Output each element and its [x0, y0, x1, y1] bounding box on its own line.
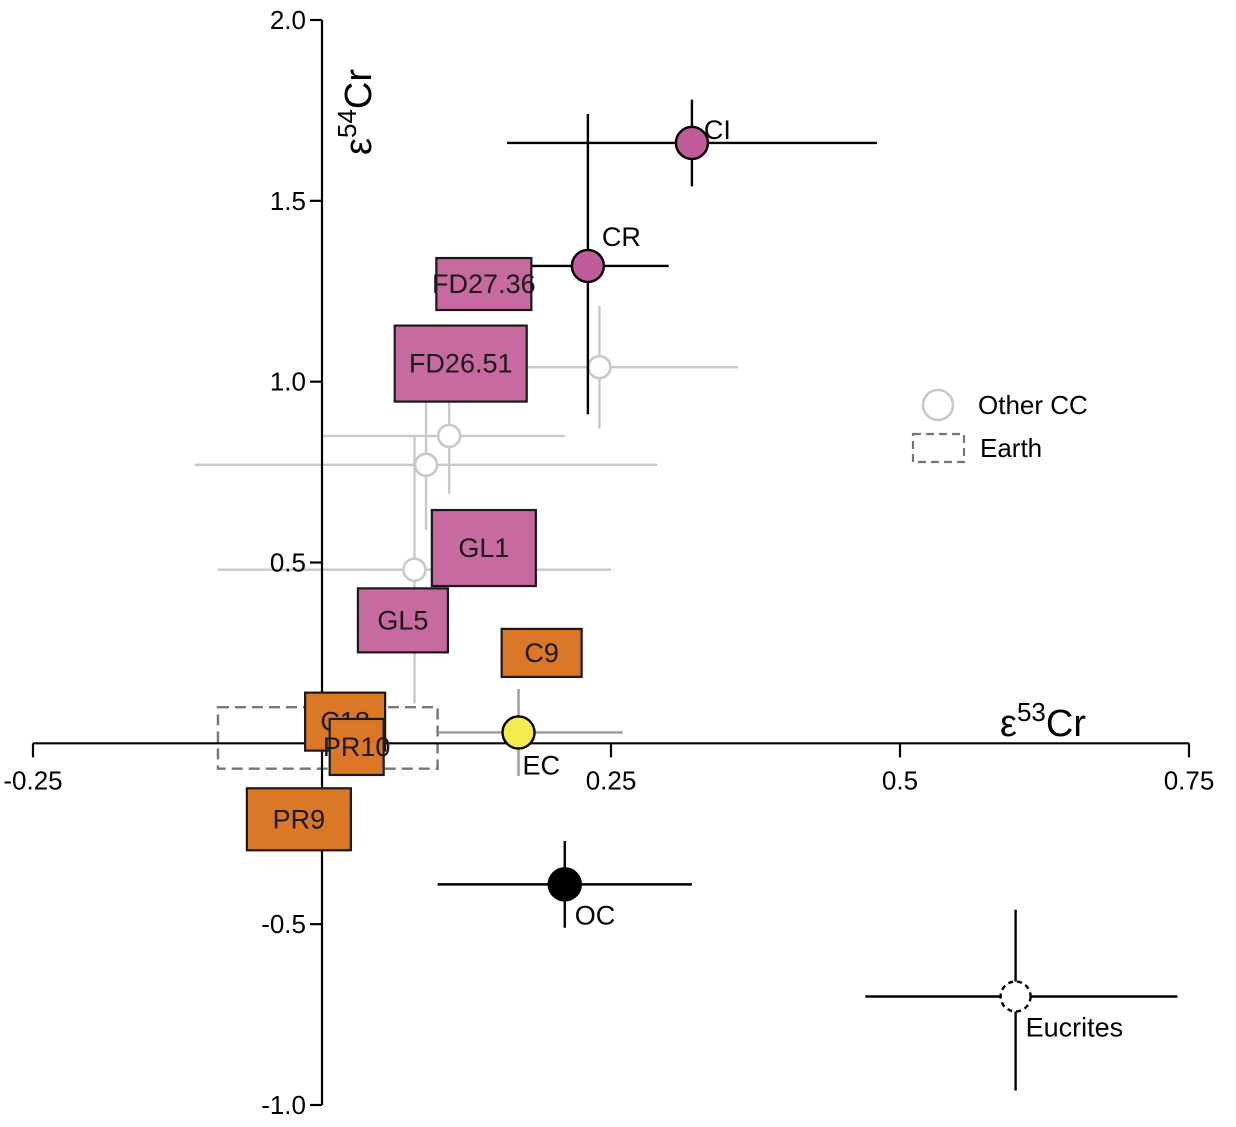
- other-cc-point: [413, 452, 439, 478]
- other-cc-layer: [194, 305, 739, 704]
- y-tick-label: -0.5: [261, 909, 306, 939]
- legend-other-cc-label: Other CC: [978, 390, 1088, 420]
- other-cc-point: [587, 354, 612, 380]
- eucrites-point: [999, 980, 1032, 1013]
- y-tick-label: 0.5: [270, 548, 306, 578]
- sample-box-gl1: [430, 508, 537, 588]
- ec-point: [501, 715, 536, 750]
- sample-label-c9: C9: [524, 638, 559, 668]
- sample-label-pr9: PR9: [273, 804, 326, 834]
- axes-layer: -0.25 0.25 0.5 0.752.01.51.00.5-0.5-1.0ε53C…: [3, 5, 1214, 1120]
- y-axis-title: ε54Cr: [332, 69, 380, 155]
- sample-label-pr10: PR10: [323, 732, 391, 762]
- sample-box-pr10: [328, 717, 385, 777]
- cr-point: [570, 248, 606, 284]
- other-cc-point: [402, 557, 427, 583]
- y-axis-title-suffix: Cr: [338, 69, 380, 109]
- y-tick-label: 1.5: [270, 186, 306, 216]
- x-axis-title-suffix: Cr: [1046, 703, 1086, 745]
- legend-other-cc-symbol: [921, 388, 955, 422]
- y-axis-title-sup: 54: [332, 109, 362, 138]
- x-tick-label: 0.75: [1164, 765, 1215, 795]
- x-axis-title: ε53Cr: [1000, 697, 1086, 745]
- points-layer: CI CR EC OC Eucrites: [437, 99, 1178, 1091]
- sample-label-fd2736: FD27.36: [432, 269, 536, 299]
- x-tick-label: -0.25: [3, 765, 62, 795]
- sample-label-gl5: GL5: [377, 605, 428, 635]
- legend-layer: Other CC Earth: [911, 388, 1088, 464]
- sample-box-fd2736: [435, 256, 533, 312]
- legend-earth-symbol: [911, 432, 966, 464]
- x-tick-label: 0.25: [586, 765, 637, 795]
- y-tick-label: 2.0: [270, 5, 306, 35]
- sample-label-gl1: GL1: [458, 533, 509, 563]
- oc-label: OC: [575, 900, 616, 930]
- ci-label: CI: [704, 115, 731, 145]
- sample-label-fd2651: FD26.51: [409, 349, 513, 379]
- sample-box-c9: [500, 627, 583, 679]
- legend-earth-label: Earth: [980, 433, 1042, 463]
- x-tick-label: 0.5: [882, 765, 918, 795]
- sample-box-fd2651: [393, 324, 528, 403]
- y-tick-label: -1.0: [261, 1090, 306, 1120]
- ci-point: [674, 125, 710, 161]
- ec-label: EC: [523, 750, 561, 780]
- oc-point: [547, 867, 582, 902]
- sample-box-pr9: [245, 787, 352, 852]
- cr-label: CR: [602, 222, 641, 252]
- sample-box-gl5: [356, 587, 450, 654]
- y-axis-title-prefix: ε: [338, 138, 380, 155]
- x-axis-title-sup: 53: [1017, 697, 1046, 727]
- x-axis-title-prefix: ε: [1000, 703, 1017, 745]
- y-tick-label: 1.0: [270, 367, 306, 397]
- eucrites-label: Eucrites: [1026, 1013, 1124, 1043]
- other-cc-point: [436, 423, 462, 449]
